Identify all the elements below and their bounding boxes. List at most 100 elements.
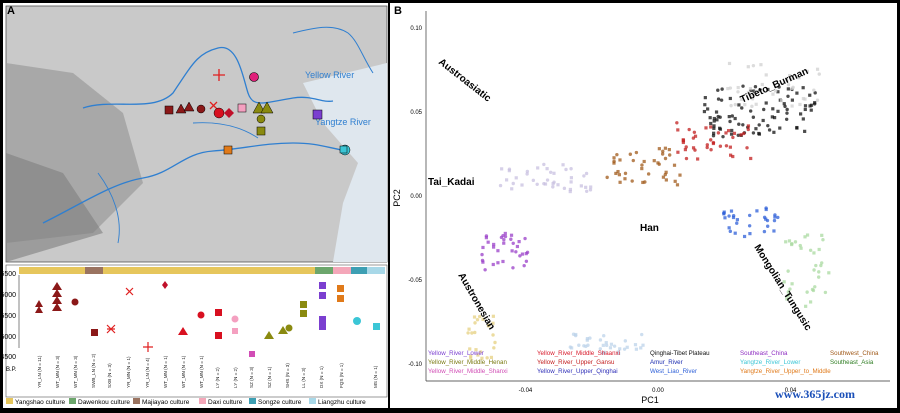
sample-point bbox=[480, 258, 485, 263]
sample-point bbox=[719, 98, 724, 102]
sample-point bbox=[728, 145, 732, 149]
svg-text:SWB_LN (N = 2): SWB_LN (N = 2) bbox=[91, 353, 96, 388]
sample-point bbox=[509, 237, 513, 241]
sample-point bbox=[545, 178, 550, 182]
sample-point bbox=[498, 183, 503, 188]
sample-point bbox=[614, 171, 618, 176]
sample-point bbox=[675, 183, 680, 187]
svg-text:Majiayao culture: Majiayao culture bbox=[142, 399, 190, 406]
sample-point bbox=[661, 175, 666, 179]
svg-text:FQS (N = 1): FQS (N = 1) bbox=[339, 363, 344, 388]
sample-point bbox=[683, 148, 688, 152]
sample-point bbox=[640, 166, 644, 171]
sample-point bbox=[798, 102, 802, 107]
sample-point bbox=[493, 340, 497, 345]
sample-point bbox=[801, 96, 805, 101]
sample-point bbox=[548, 170, 553, 174]
sample-point bbox=[817, 247, 821, 252]
sample-point bbox=[742, 131, 746, 136]
sample-point bbox=[681, 140, 685, 145]
sample-point bbox=[531, 178, 536, 183]
sample-point bbox=[733, 231, 737, 235]
sample-point bbox=[602, 350, 607, 355]
sample-point bbox=[568, 187, 573, 192]
sample-point bbox=[754, 90, 758, 94]
sample-point bbox=[731, 215, 736, 220]
sample-point bbox=[588, 336, 592, 340]
sample-point bbox=[732, 131, 737, 135]
sample-point bbox=[726, 86, 730, 91]
sample-point bbox=[511, 266, 515, 270]
sample-point bbox=[589, 185, 593, 189]
sample-point bbox=[489, 355, 494, 360]
sample-point bbox=[730, 128, 734, 133]
sample-point bbox=[785, 297, 789, 301]
sample-point bbox=[790, 98, 794, 102]
sample-point bbox=[773, 116, 777, 120]
sample-point bbox=[623, 177, 627, 181]
sample-point bbox=[764, 207, 768, 212]
sample-point bbox=[790, 86, 794, 91]
sample-point bbox=[585, 189, 589, 194]
sample-point bbox=[715, 118, 719, 122]
sample-point bbox=[718, 144, 723, 148]
y-tick-label: -0.05 bbox=[408, 278, 422, 284]
group-label-tai-kadai: Tai_Kadai bbox=[428, 177, 475, 188]
sample-point bbox=[634, 150, 639, 155]
sample-point bbox=[821, 238, 825, 242]
sample-point bbox=[467, 327, 471, 331]
sample-point bbox=[706, 107, 710, 111]
sample-point bbox=[702, 109, 707, 114]
y-tick-4500: 4500 bbox=[3, 354, 16, 361]
culture-legend: Yangshao culture Dawenkou culture Majiay… bbox=[6, 398, 366, 406]
sample-point bbox=[676, 128, 680, 132]
sample-point bbox=[704, 126, 708, 130]
sample-point bbox=[801, 117, 805, 121]
sample-point bbox=[646, 172, 651, 176]
sample-point bbox=[747, 213, 752, 218]
sample-point bbox=[468, 354, 473, 358]
sample-point bbox=[772, 130, 776, 134]
site-labels: YR_LN (N = 11) WT_MN (N = 3) WT_MN (N = … bbox=[37, 353, 378, 388]
sample-point bbox=[634, 347, 638, 351]
legend-entry: Southeast_Asia bbox=[830, 359, 874, 366]
sample-point bbox=[766, 123, 770, 128]
sample-point bbox=[736, 85, 740, 90]
sample-point bbox=[605, 175, 609, 180]
sample-point bbox=[535, 182, 539, 186]
legend-entry: Yellow_River_Upper_Gansu bbox=[537, 359, 615, 366]
sample-point bbox=[771, 92, 775, 96]
legend-entry: Yangtze_River_Upper_to_Middle bbox=[740, 368, 831, 375]
sample-point bbox=[754, 127, 758, 131]
sample-point bbox=[574, 332, 578, 337]
sample-point bbox=[503, 231, 507, 236]
sample-point bbox=[696, 157, 700, 161]
svg-text:WT_MN (N = 1): WT_MN (N = 1) bbox=[163, 355, 168, 388]
sample-point bbox=[693, 148, 697, 152]
sample-point bbox=[551, 182, 555, 186]
sample-point bbox=[604, 343, 609, 348]
svg-text:MS (N = 1): MS (N = 1) bbox=[373, 365, 378, 388]
sample-point bbox=[712, 116, 716, 121]
sample-point bbox=[718, 115, 722, 119]
sample-point bbox=[757, 131, 761, 136]
sample-point bbox=[641, 343, 645, 347]
sample-point bbox=[652, 159, 656, 163]
sample-point bbox=[660, 152, 665, 156]
legend-entry: Southeast_China bbox=[740, 350, 788, 357]
sample-point bbox=[469, 356, 473, 360]
sample-point bbox=[491, 245, 496, 249]
sample-point bbox=[709, 125, 713, 129]
sample-point bbox=[736, 90, 740, 94]
svg-text:DX (N = 1): DX (N = 1) bbox=[319, 366, 324, 388]
legend-entry: Yellow_River_Middle_Henan bbox=[428, 359, 507, 366]
sample-point bbox=[709, 138, 713, 142]
group-label-tibeto-burman: Tibeto_Burman bbox=[739, 66, 810, 106]
sample-point bbox=[703, 103, 707, 107]
svg-text:SHS (N = 3): SHS (N = 3) bbox=[285, 363, 290, 388]
pca-points bbox=[466, 61, 831, 360]
sample-point bbox=[712, 131, 716, 135]
sample-point bbox=[616, 169, 620, 174]
sample-point bbox=[727, 226, 731, 230]
